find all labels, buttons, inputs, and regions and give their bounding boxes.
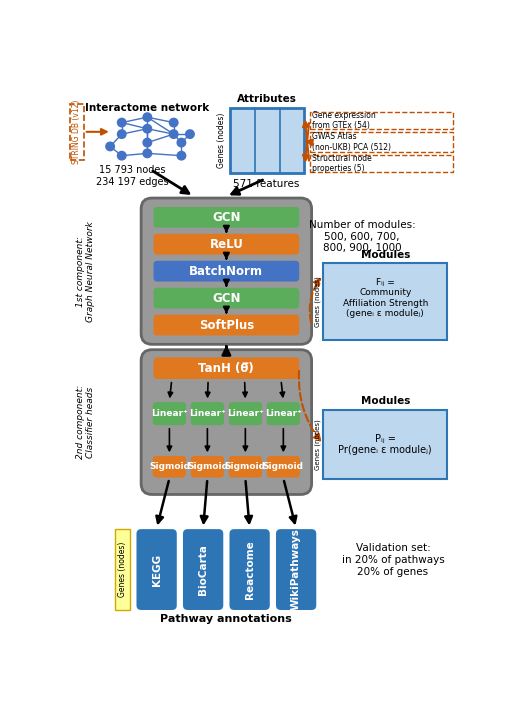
Text: Modules: Modules	[360, 396, 410, 406]
Circle shape	[177, 151, 186, 160]
Text: SoftPlus: SoftPlus	[199, 319, 254, 332]
Circle shape	[186, 130, 194, 139]
Text: Structural node
properties (5): Structural node properties (5)	[313, 153, 372, 173]
Text: 1st component:
Graph Neural Network: 1st component: Graph Neural Network	[76, 221, 95, 322]
FancyBboxPatch shape	[154, 234, 299, 255]
Circle shape	[106, 142, 115, 151]
Circle shape	[143, 139, 152, 147]
Text: Linear⁺: Linear⁺	[189, 409, 226, 418]
Text: KEGG: KEGG	[152, 554, 162, 585]
Circle shape	[143, 113, 152, 122]
FancyBboxPatch shape	[154, 207, 299, 228]
FancyBboxPatch shape	[191, 456, 224, 477]
Text: WikiPathways: WikiPathways	[291, 529, 301, 610]
Text: Genes (nodes): Genes (nodes)	[118, 542, 127, 597]
Text: Sigmoid: Sigmoid	[149, 462, 190, 472]
Circle shape	[169, 118, 178, 127]
FancyBboxPatch shape	[191, 402, 224, 425]
Text: Number of modules:
500, 600, 700,
800, 900, 1000: Number of modules: 500, 600, 700, 800, 9…	[308, 220, 415, 253]
Text: 2nd component:
Classifier heads: 2nd component: Classifier heads	[76, 385, 95, 459]
Text: ReLU: ReLU	[209, 238, 243, 251]
FancyBboxPatch shape	[154, 261, 299, 281]
Circle shape	[169, 130, 178, 139]
FancyBboxPatch shape	[141, 198, 312, 344]
Text: Linear⁺: Linear⁺	[151, 409, 188, 418]
FancyBboxPatch shape	[267, 402, 300, 425]
Text: STRING DB (v12): STRING DB (v12)	[72, 100, 81, 164]
Text: BioCarta: BioCarta	[198, 544, 208, 595]
FancyBboxPatch shape	[141, 350, 312, 494]
FancyBboxPatch shape	[154, 288, 299, 308]
Text: Modules: Modules	[360, 250, 410, 259]
FancyBboxPatch shape	[153, 402, 186, 425]
FancyBboxPatch shape	[229, 402, 262, 425]
FancyBboxPatch shape	[323, 410, 447, 479]
Text: Linear⁺: Linear⁺	[227, 409, 264, 418]
Text: Sigmoid: Sigmoid	[263, 462, 304, 472]
Text: Attributes: Attributes	[237, 94, 297, 104]
Bar	[115, 529, 130, 610]
FancyBboxPatch shape	[154, 358, 299, 379]
Circle shape	[143, 149, 152, 158]
Text: BatchNorm: BatchNorm	[189, 264, 263, 278]
Text: Pᵢⱼ =
Pr(geneᵢ ε moduleⱼ): Pᵢⱼ = Pr(geneᵢ ε moduleⱼ)	[338, 433, 432, 455]
Text: 15 793 nodes
234 197 edges: 15 793 nodes 234 197 edges	[96, 165, 168, 187]
Text: Gene expression
from GTEx (54): Gene expression from GTEx (54)	[313, 110, 376, 130]
Text: GWAS Atlas
(non-UKB) PCA (512): GWAS Atlas (non-UKB) PCA (512)	[313, 132, 391, 151]
Circle shape	[118, 151, 126, 160]
Text: Genes (nodes): Genes (nodes)	[217, 113, 227, 168]
Text: Validation set:
in 20% of pathways
20% of genes: Validation set: in 20% of pathways 20% o…	[342, 544, 444, 576]
Circle shape	[118, 118, 126, 127]
Circle shape	[177, 139, 186, 147]
FancyBboxPatch shape	[267, 456, 300, 477]
FancyBboxPatch shape	[229, 456, 262, 477]
FancyBboxPatch shape	[183, 529, 223, 610]
Text: Fᵢⱼ =
Community
Affiliation Strength
(geneᵢ ε moduleⱼ): Fᵢⱼ = Community Affiliation Strength (ge…	[343, 278, 428, 318]
Text: Reactome: Reactome	[245, 540, 254, 599]
FancyBboxPatch shape	[154, 315, 299, 336]
FancyBboxPatch shape	[153, 456, 186, 477]
Text: Pathway annotations: Pathway annotations	[160, 614, 292, 624]
Circle shape	[118, 130, 126, 139]
Text: Sigmoid: Sigmoid	[187, 462, 228, 472]
FancyBboxPatch shape	[276, 529, 316, 610]
Text: Sigmoid: Sigmoid	[225, 462, 266, 472]
Text: Genes (nodes): Genes (nodes)	[315, 276, 321, 327]
FancyBboxPatch shape	[323, 264, 447, 341]
Text: Genes (nodes): Genes (nodes)	[315, 419, 321, 470]
Text: Linear⁺: Linear⁺	[265, 409, 302, 418]
Text: 571 features: 571 features	[234, 179, 300, 189]
Circle shape	[143, 124, 152, 133]
Text: GCN: GCN	[212, 211, 241, 224]
Text: GCN: GCN	[212, 291, 241, 305]
Text: Interactome network: Interactome network	[85, 103, 209, 113]
FancyBboxPatch shape	[136, 529, 177, 610]
FancyBboxPatch shape	[230, 529, 270, 610]
Text: TanH (θ̅): TanH (θ̅)	[199, 362, 254, 375]
FancyBboxPatch shape	[230, 108, 304, 173]
